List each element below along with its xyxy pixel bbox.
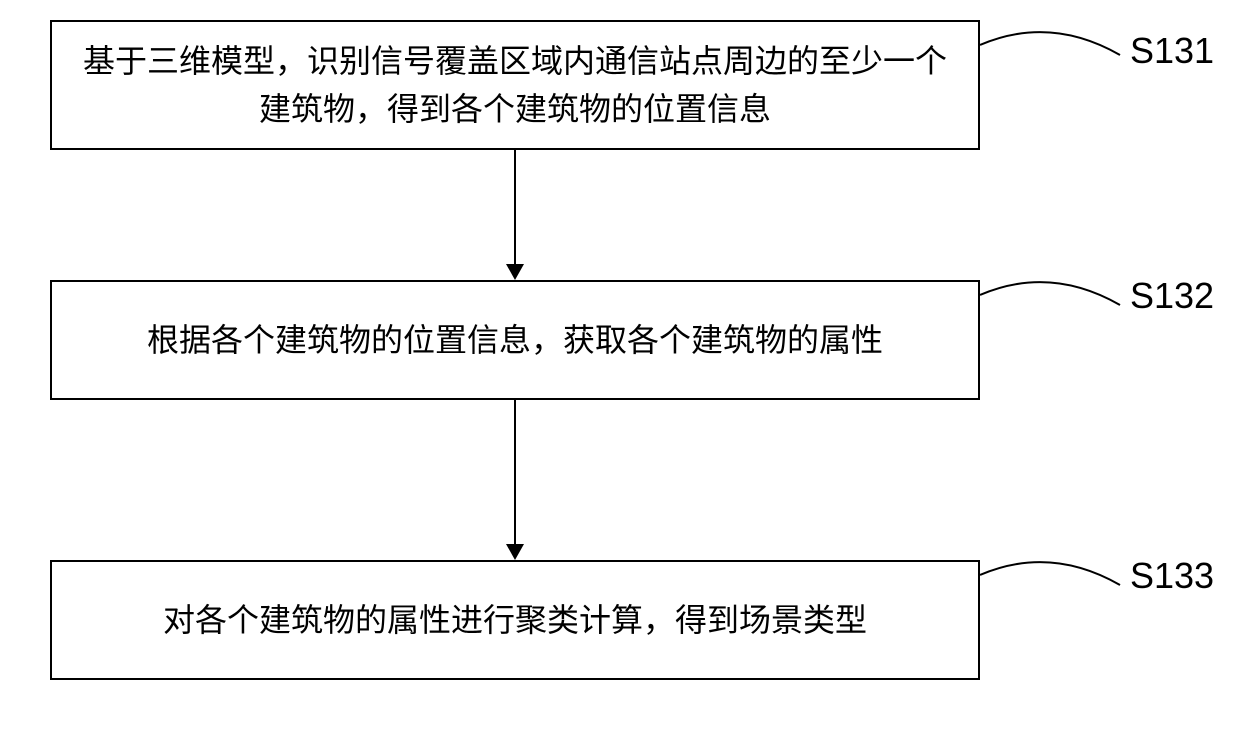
arrow-1-head bbox=[506, 264, 524, 280]
connector-s133 bbox=[980, 550, 1130, 610]
arrow-2-line bbox=[514, 400, 516, 544]
arrow-1-line bbox=[514, 150, 516, 264]
flowchart-container: 基于三维模型，识别信号覆盖区域内通信站点周边的至少一个建筑物，得到各个建筑物的位… bbox=[0, 0, 1240, 733]
flow-step-s131: 基于三维模型，识别信号覆盖区域内通信站点周边的至少一个建筑物，得到各个建筑物的位… bbox=[50, 20, 980, 150]
step-label-s131: S131 bbox=[1130, 30, 1214, 72]
flow-step-s133: 对各个建筑物的属性进行聚类计算，得到场景类型 bbox=[50, 560, 980, 680]
flow-step-s132-text: 根据各个建筑物的位置信息，获取各个建筑物的属性 bbox=[147, 316, 883, 364]
arrow-2-head bbox=[506, 544, 524, 560]
step-label-s133: S133 bbox=[1130, 555, 1214, 597]
connector-s132 bbox=[980, 270, 1130, 330]
flow-step-s132: 根据各个建筑物的位置信息，获取各个建筑物的属性 bbox=[50, 280, 980, 400]
flow-step-s131-text: 基于三维模型，识别信号覆盖区域内通信站点周边的至少一个建筑物，得到各个建筑物的位… bbox=[72, 37, 958, 133]
connector-s131 bbox=[980, 20, 1130, 80]
flow-step-s133-text: 对各个建筑物的属性进行聚类计算，得到场景类型 bbox=[163, 596, 867, 644]
step-label-s132: S132 bbox=[1130, 275, 1214, 317]
